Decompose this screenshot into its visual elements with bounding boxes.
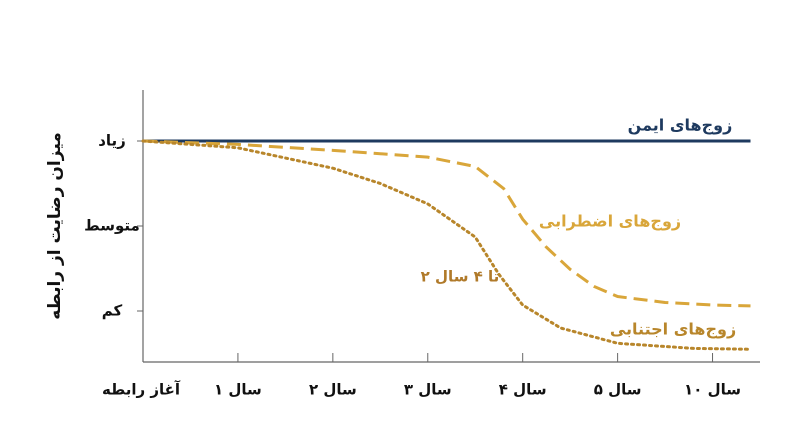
y-tick-label: کم — [102, 302, 123, 320]
annotation: ۲ تا ۴ سال — [421, 268, 500, 286]
x-tick-label: ۵ سال — [594, 381, 642, 399]
series-line — [142, 139, 751, 308]
series-label: زوج‌های اضطرابی — [539, 212, 681, 231]
series-label: زوج‌های اجتنابی — [610, 320, 736, 339]
series-label: زوج‌های ایمن — [628, 116, 733, 135]
y-tick-label: زیاد — [98, 132, 126, 150]
series-line — [141, 139, 753, 351]
x-tick-label: ۱ سال — [214, 381, 262, 399]
y-axis-label: میزان رضایت از رابطه — [45, 132, 65, 320]
x-tick-label: آغاز رابطه — [102, 381, 181, 399]
y-tick-label: متوسط — [84, 217, 140, 235]
x-tick-label: ۲ سال — [309, 381, 357, 399]
x-tick-label: ۳ سال — [404, 381, 452, 399]
x-tick-label: ۱۰ سال — [684, 381, 741, 399]
x-tick-label: ۴ سال — [499, 381, 547, 399]
